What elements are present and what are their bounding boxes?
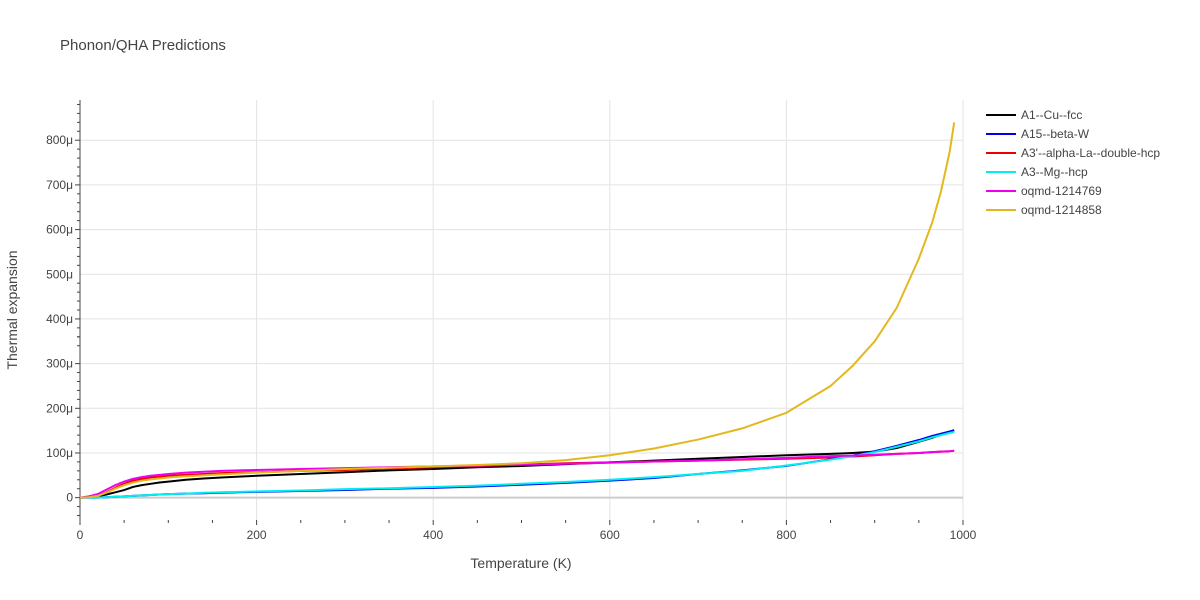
legend-label: A15--beta-W: [1021, 127, 1090, 141]
chart-title: Phonon/QHA Predictions: [60, 37, 226, 54]
legend-label: A3'--alpha-La--double-hcp: [1021, 146, 1160, 160]
y-axis-title: Thermal expansion: [4, 250, 20, 369]
legend: A1--Cu--fcc A15--beta-W A3'--alpha-La--dou…: [986, 108, 1160, 217]
series-line-oqmd-1214858: [79, 122, 956, 499]
y-tick-label: 0: [66, 491, 73, 505]
y-tick-label: 800μ: [46, 133, 73, 147]
x-tick-label: 600: [600, 528, 620, 542]
legend-label: A3--Mg--hcp: [1021, 165, 1088, 179]
y-tick-label: 100μ: [46, 446, 73, 460]
plot-area: [79, 122, 956, 499]
y-tick-label: 300μ: [46, 357, 73, 371]
x-axis-title: Temperature (K): [470, 555, 571, 571]
x-tick-label: 200: [247, 528, 267, 542]
legend-label: oqmd-1214769: [1021, 184, 1102, 198]
x-tick-label: 0: [77, 528, 84, 542]
x-tick-label: 400: [423, 528, 443, 542]
series-line-A3--Mg--hcp: [80, 430, 955, 499]
legend-label: A1--Cu--fcc: [1021, 108, 1082, 122]
axes: 0 200 400 600 800 1000 0 100μ 200μ 300μ 400μ 500μ 60…: [46, 100, 977, 542]
x-tick-label: 800: [776, 528, 796, 542]
x-tick-label: 1000: [950, 528, 977, 542]
y-tick-label: 600μ: [46, 223, 73, 237]
y-tick-label: 200μ: [46, 401, 73, 415]
y-tick-label: 700μ: [46, 178, 73, 192]
legend-label: oqmd-1214858: [1021, 203, 1102, 217]
y-tick-label: 400μ: [46, 312, 73, 326]
gridlines: [80, 100, 964, 520]
y-tick-label: 500μ: [46, 267, 73, 281]
